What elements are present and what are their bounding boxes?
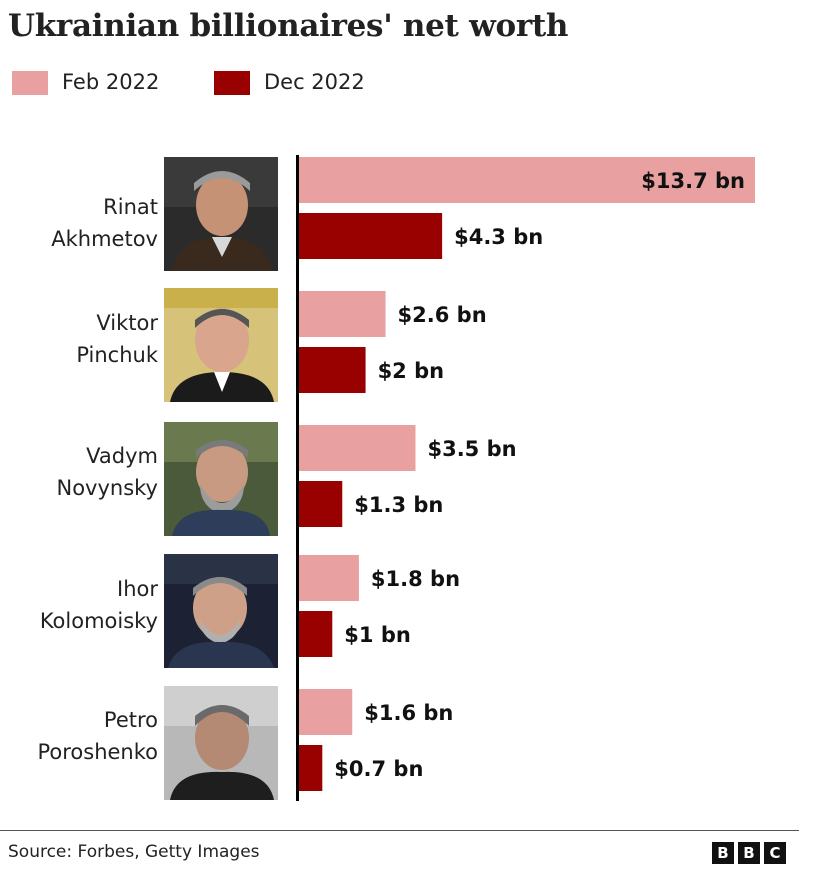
person-last-name: Pinchuk: [76, 343, 158, 367]
person-name-pinchuk: Viktor Pinchuk: [8, 307, 158, 371]
data-label-dec-2022-viktor-pinchuk: $2 bn: [378, 359, 445, 383]
chart-title: Ukrainian billionaires' net worth: [8, 8, 569, 44]
legend-label-dec-2022: Dec 2022: [264, 70, 365, 94]
data-label-dec-2022-rinat-akhmetov: $4.3 bn: [454, 225, 543, 249]
person-photo-icon: [164, 288, 278, 402]
logo-letter: B: [712, 842, 734, 864]
person-photo-icon: [164, 157, 278, 271]
bar-dec-2022-vadym-novynsky: [299, 481, 343, 527]
bar-feb-2022-vadym-novynsky: [299, 425, 416, 471]
legend-swatch-dec-2022: [214, 71, 250, 95]
data-label-feb-2022-ihor-kolomoisky: $1.8 bn: [371, 567, 460, 591]
data-label-feb-2022-vadym-novynsky: $3.5 bn: [427, 437, 516, 461]
y-axis-line: [296, 155, 299, 801]
bar-dec-2022-rinat-akhmetov: [299, 213, 443, 259]
person-first-name: Petro: [103, 708, 158, 732]
data-label-dec-2022-ihor-kolomoisky: $1 bn: [344, 623, 411, 647]
person-last-name: Poroshenko: [37, 740, 158, 764]
legend-label-feb-2022: Feb 2022: [62, 70, 160, 94]
bar-feb-2022-viktor-pinchuk: [299, 291, 386, 337]
person-first-name: Rinat: [103, 195, 158, 219]
person-last-name: Novynsky: [56, 476, 158, 500]
person-first-name: Viktor: [96, 311, 158, 335]
logo-letter: B: [738, 842, 760, 864]
bar-feb-2022-ihor-kolomoisky: [299, 555, 359, 601]
person-photo-icon: [164, 686, 278, 800]
bar-dec-2022-viktor-pinchuk: [299, 347, 366, 393]
legend-swatch-feb-2022: [12, 71, 48, 95]
person-last-name: Kolomoisky: [39, 609, 158, 633]
person-last-name: Akhmetov: [51, 227, 158, 251]
person-photo-icon: [164, 554, 278, 668]
data-label-feb-2022-rinat-akhmetov: $13.7 bn: [641, 169, 745, 193]
person-name-kolomoisky: Ihor Kolomoisky: [8, 573, 158, 637]
data-label-feb-2022-petro-poroshenko: $1.6 bn: [364, 701, 453, 725]
data-label-dec-2022-petro-poroshenko: $0.7 bn: [334, 757, 423, 781]
person-photo-icon: [164, 422, 278, 536]
data-label-feb-2022-viktor-pinchuk: $2.6 bn: [398, 303, 487, 327]
person-name-poroshenko: Petro Poroshenko: [8, 704, 158, 768]
person-first-name: Vadym: [86, 444, 158, 468]
bar-feb-2022-rinat-akhmetov: [299, 157, 755, 203]
footer-divider: [0, 830, 799, 831]
person-name-novynsky: Vadym Novynsky: [8, 440, 158, 504]
data-label-dec-2022-vadym-novynsky: $1.3 bn: [354, 493, 443, 517]
bar-dec-2022-petro-poroshenko: [299, 745, 323, 791]
logo-letter: C: [764, 842, 786, 864]
bar-dec-2022-ihor-kolomoisky: [299, 611, 333, 657]
source-note: Source: Forbes, Getty Images: [8, 842, 260, 862]
bar-feb-2022-petro-poroshenko: [299, 689, 353, 735]
person-name-akhmetov: Rinat Akhmetov: [8, 191, 158, 255]
person-first-name: Ihor: [117, 577, 158, 601]
